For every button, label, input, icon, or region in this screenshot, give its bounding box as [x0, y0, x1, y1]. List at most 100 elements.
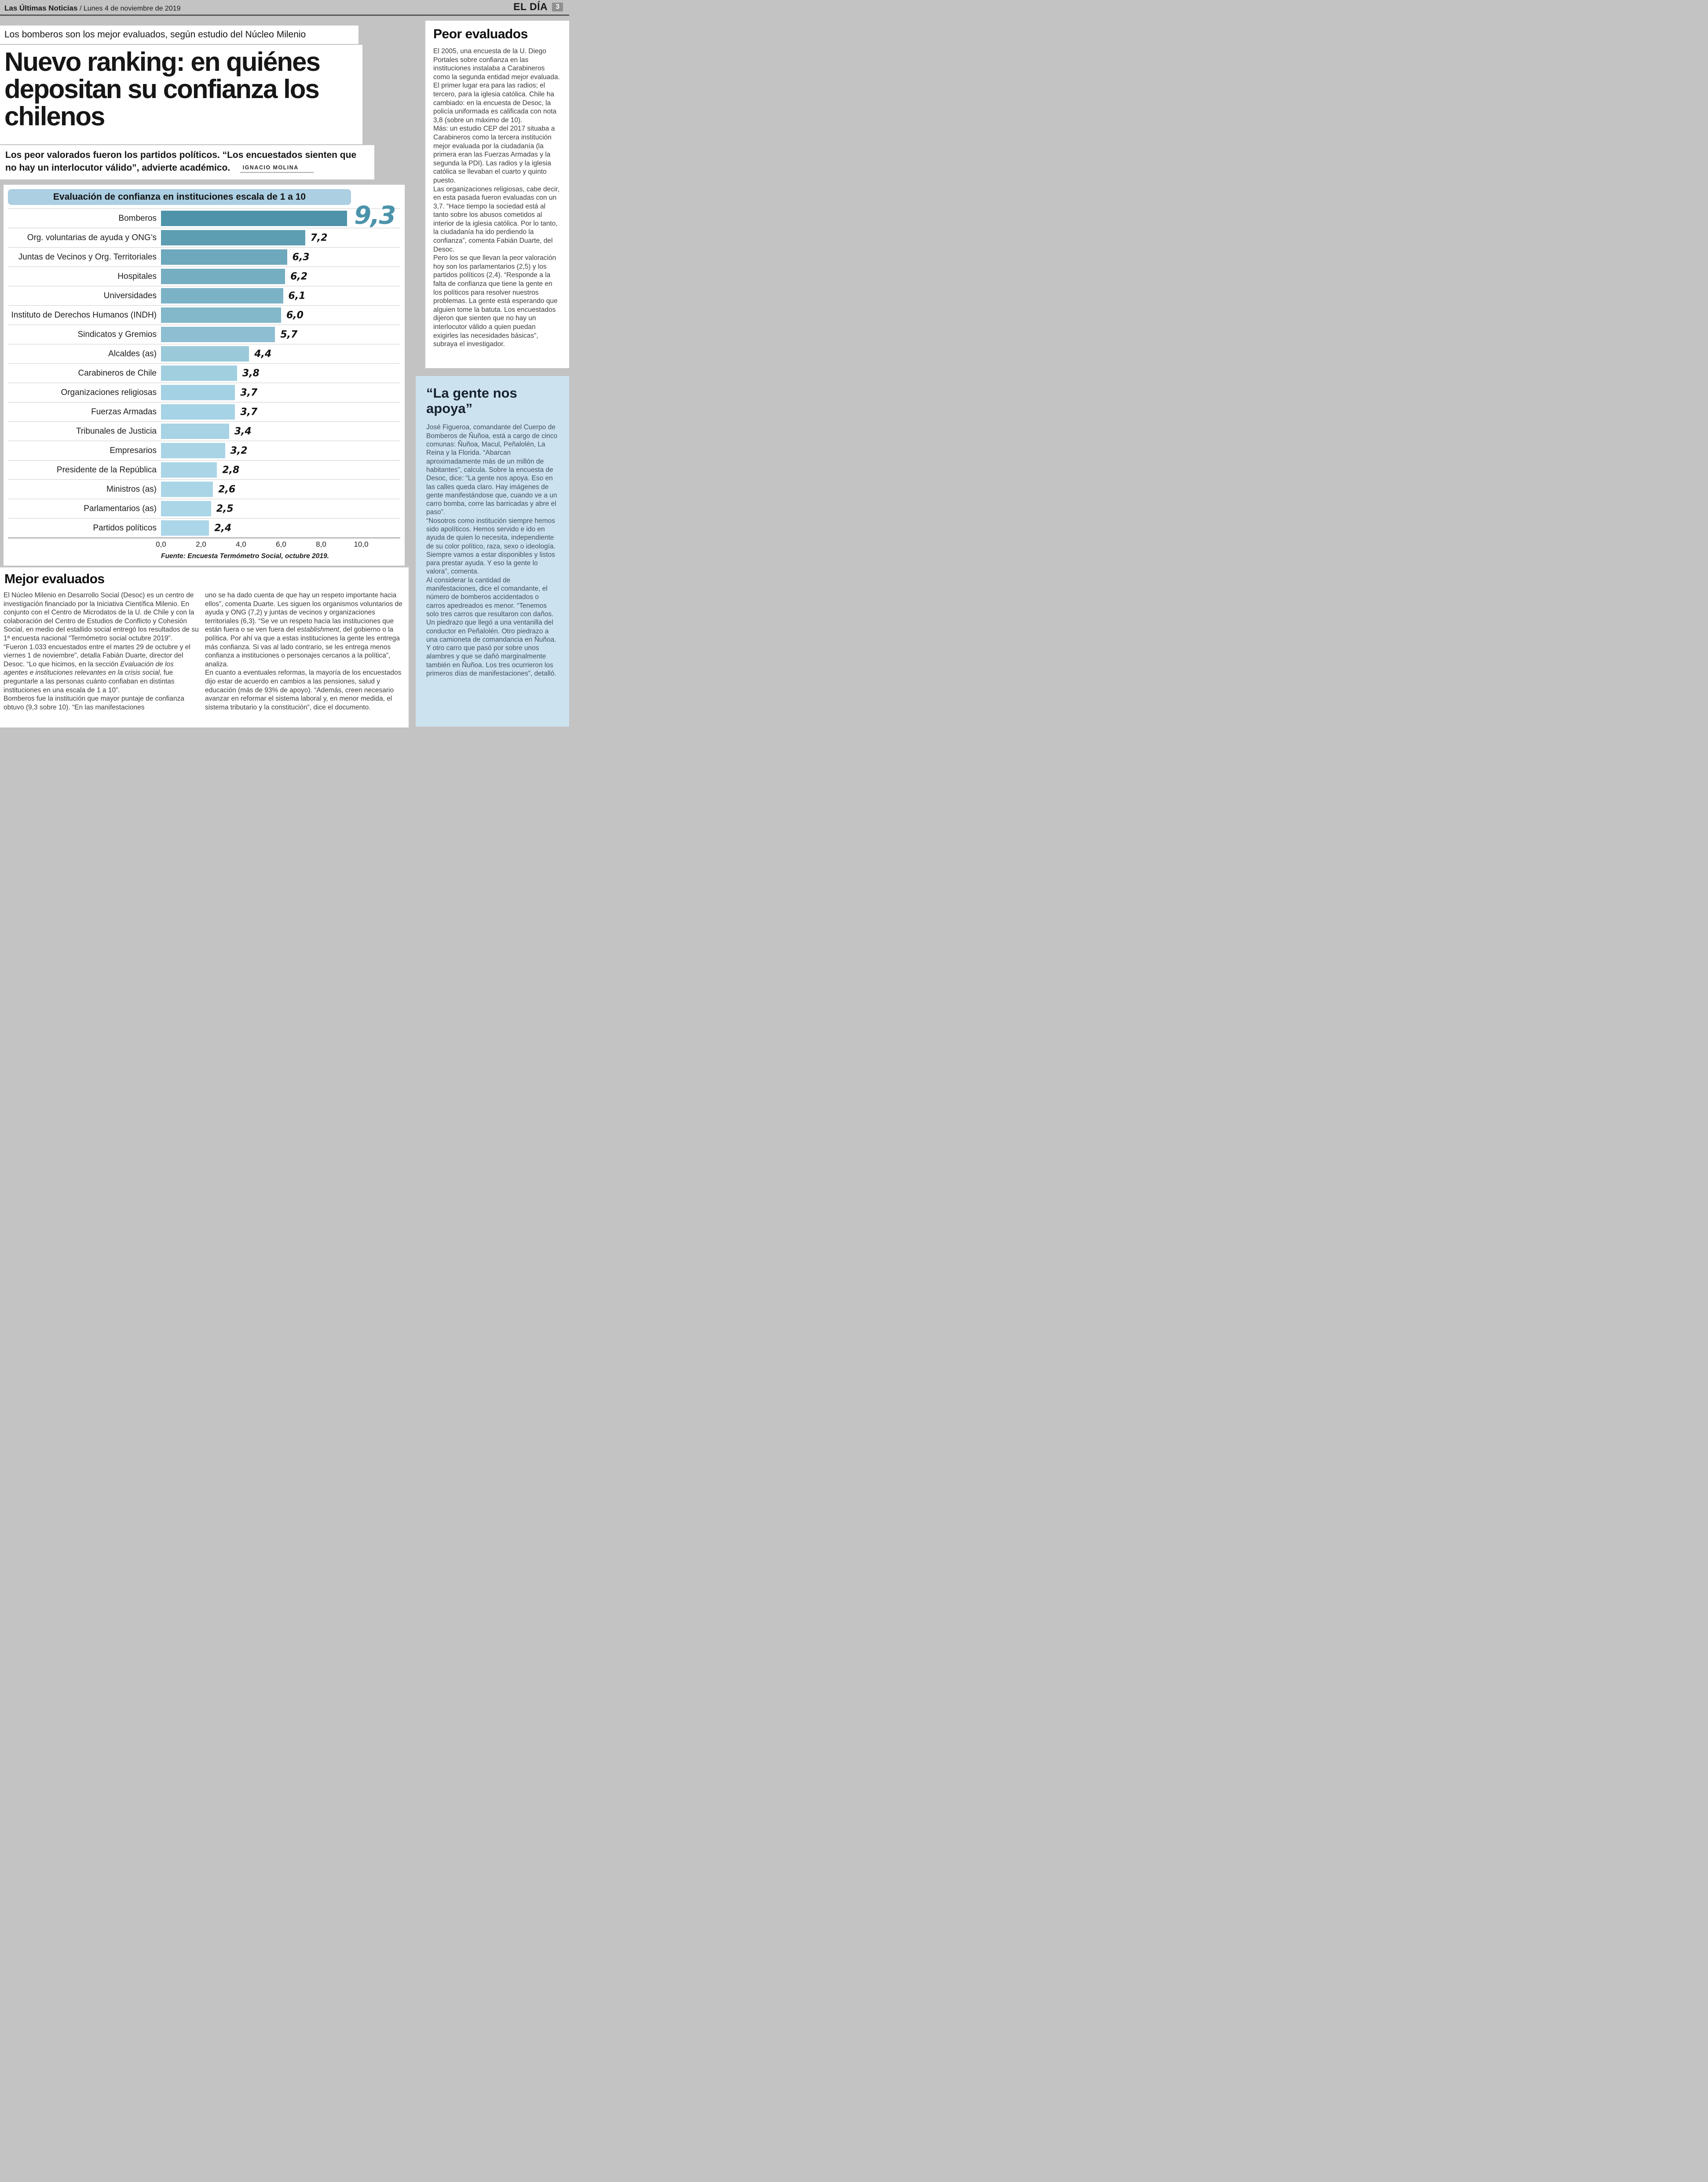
- header-left: Las Últimas Noticias / Lunes 4 de noviem…: [4, 4, 181, 13]
- chart-row: Instituto de Derechos Humanos (INDH) 6,0: [8, 305, 400, 325]
- chart-category-label: Organizaciones religiosas: [61, 388, 157, 397]
- chart-category-label: Org. voluntarias de ayuda y ONG’s: [27, 233, 157, 242]
- la-gente-body: José Figueroa, comandante del Cuerpo de …: [426, 423, 559, 678]
- chart-category-label: Bomberos: [118, 214, 157, 223]
- chart-bar: [161, 327, 275, 342]
- paragraph: uno se ha dado cuenta de que hay un resp…: [205, 592, 402, 668]
- chart-category-label: Presidente de la República: [56, 465, 157, 475]
- chart-bar: [161, 462, 217, 478]
- header-date: / Lunes 4 de noviembre de 2019: [80, 5, 181, 12]
- chart-value-label: 9,3: [354, 201, 396, 230]
- chart-row: Organizaciones religiosas 3,7: [8, 383, 400, 402]
- chart-category-label: Instituto de Derechos Humanos (INDH): [11, 311, 157, 320]
- chart-bar-cell: 3,8: [161, 364, 400, 383]
- confidence-chart: Evaluación de confianza en instituciones…: [4, 185, 405, 566]
- axis-tick-label: 0,0: [156, 540, 166, 548]
- paragraph: El Núcleo Milenio en Desarrollo Social (…: [4, 592, 199, 642]
- paragraph: Bomberos fue la institución que mayor pu…: [4, 695, 184, 711]
- chart-category-label: Tribunales de Justicia: [76, 427, 157, 436]
- chart-row: Presidente de la República 2,8: [8, 460, 400, 479]
- chart-row: Fuerzas Armadas 3,7: [8, 402, 400, 421]
- chart-bar-cell: 6,0: [161, 306, 400, 325]
- paragraph: José Figueroa, comandante del Cuerpo de …: [426, 424, 558, 516]
- paragraph: Las organizaciones religiosas, cabe deci…: [433, 185, 560, 253]
- chart-value-label: 4,4: [254, 348, 272, 359]
- chart-rows: Bomberos 9,3 Org. voluntarias de ayuda y O…: [8, 201, 400, 538]
- chart-bar: [161, 424, 229, 439]
- chart-bar: [161, 346, 249, 362]
- chart-row: Partidos políticos 2,4: [8, 518, 400, 537]
- chart-source: Fuente: Encuesta Termómetro Social, octu…: [161, 552, 329, 560]
- newspaper-name: Las Últimas Noticias: [4, 4, 78, 12]
- header-right: EL DÍA 3: [513, 1, 563, 13]
- chart-bar: [161, 404, 235, 420]
- chart-bar-cell: 5,7: [161, 325, 400, 344]
- chart-bar-cell: 6,2: [161, 267, 400, 286]
- chart-value-label: 6,3: [292, 252, 310, 263]
- axis-tick-label: 10,0: [354, 540, 369, 548]
- chart-category-label: Partidos políticos: [93, 523, 157, 533]
- chart-category-label: Hospitales: [117, 272, 157, 281]
- chart-bar: [161, 211, 347, 226]
- axis-tick-label: 6,0: [276, 540, 286, 548]
- chart-bar: [161, 365, 237, 381]
- mejor-evaluados-columns: El Núcleo Milenio en Desarrollo Social (…: [4, 591, 405, 712]
- chart-category-label: Alcaldes (as): [108, 349, 157, 358]
- chart-bar-cell: 6,3: [161, 248, 400, 267]
- la-gente-heading: “La gente nos apoya”: [426, 385, 517, 416]
- chart-category-label: Empresarios: [110, 446, 157, 455]
- peor-evaluados-body: El 2005, una encuesta de la U. Diego Por…: [433, 47, 561, 349]
- chart-category-label: Universidades: [103, 291, 157, 300]
- section-brand: EL DÍA: [513, 1, 548, 12]
- axis-tick-label: 4,0: [236, 540, 246, 548]
- paragraph: En cuanto a eventuales reformas, la mayo…: [205, 669, 402, 711]
- chart-value-label: 7,2: [310, 232, 328, 243]
- paragraph: Más: un estudio CEP del 2017 situaba a C…: [433, 125, 555, 184]
- chart-bar-cell: 3,7: [161, 402, 400, 421]
- kicker-block: Los bomberos son los mejor evaluados, se…: [0, 26, 358, 44]
- chart-value-label: 6,1: [288, 290, 306, 301]
- chart-bar: [161, 288, 283, 303]
- chart-bar-cell: 2,6: [161, 480, 400, 499]
- chart-category-label: Fuerzas Armadas: [91, 407, 157, 417]
- chart-value-label: 3,7: [240, 387, 258, 398]
- paragraph: “Fueron 1.033 encuestados entre el marte…: [4, 643, 190, 694]
- chart-value-label: 2,5: [216, 503, 234, 514]
- chart-row: Parlamentarios (as) 2,5: [8, 499, 400, 518]
- chart-row: Universidades 6,1: [8, 286, 400, 305]
- chart-bar: [161, 249, 287, 265]
- chart-bar-cell: 4,4: [161, 344, 400, 363]
- chart-category-label: Sindicatos y Gremios: [77, 330, 157, 339]
- chart-bar-cell: 3,2: [161, 441, 400, 460]
- mejor-evaluados-heading: Mejor evaluados: [4, 572, 105, 586]
- chart-value-label: 2,8: [222, 464, 240, 475]
- mejor-col-right: uno se ha dado cuenta de que hay un resp…: [205, 591, 405, 712]
- chart-bar: [161, 501, 211, 516]
- headline-block: Nuevo ranking: en quiénes depositan su c…: [0, 45, 362, 144]
- chart-bar-cell: 2,4: [161, 519, 400, 537]
- page-title: Nuevo ranking: en quiénes depositan su c…: [4, 47, 321, 131]
- chart-category-label: Juntas de Vecinos y Org. Territoriales: [18, 252, 157, 262]
- page-number-badge: 3: [552, 2, 563, 11]
- chart-row: Juntas de Vecinos y Org. Territoriales 6,…: [8, 247, 400, 267]
- chart-row: Hospitales 6,2: [8, 267, 400, 286]
- chart-title-bar: Evaluación de confianza en instituciones…: [8, 189, 351, 205]
- kicker: Los bomberos son los mejor evaluados, se…: [4, 29, 306, 40]
- mejor-col-left: El Núcleo Milenio en Desarrollo Social (…: [4, 591, 199, 712]
- chart-bar-cell: 2,8: [161, 461, 400, 479]
- chart-bar-cell: 9,3: [161, 201, 400, 230]
- chart-row: Carabineros de Chile 3,8: [8, 363, 400, 383]
- chart-bar: [161, 482, 213, 497]
- paragraph: “Nosotros como institución siempre hemos…: [426, 517, 556, 576]
- chart-bar: [161, 443, 225, 458]
- chart-row: Tribunales de Justicia 3,4: [8, 421, 400, 441]
- byline: Ignacio Molina: [240, 164, 314, 173]
- chart-row: Sindicatos y Gremios 5,7: [8, 325, 400, 344]
- chart-bar: [161, 269, 285, 284]
- chart-value-label: 6,2: [290, 271, 308, 282]
- peor-evaluados-heading: Peor evaluados: [433, 27, 528, 41]
- chart-bar-cell: 6,1: [161, 286, 400, 305]
- chart-row: Empresarios 3,2: [8, 441, 400, 460]
- mejor-evaluados-panel: Mejor evaluados El Núcleo Milenio en Des…: [0, 567, 409, 727]
- paragraph: Pero los se que llevan la peor valoració…: [433, 254, 558, 348]
